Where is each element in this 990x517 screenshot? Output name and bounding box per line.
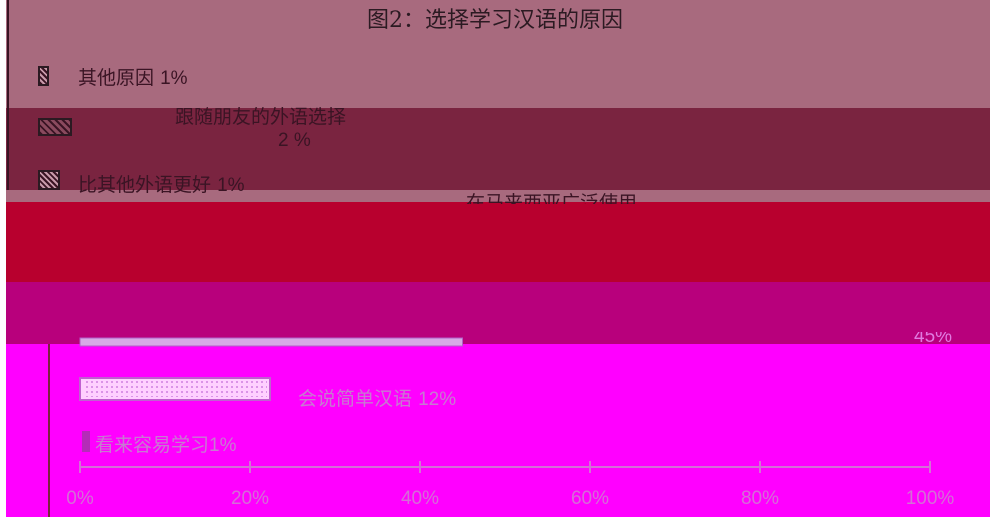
x-tick-0: 0% <box>66 488 94 509</box>
chart-title: 图2：选择学习汉语的原因 <box>367 8 623 33</box>
label-better-value: 1% <box>217 175 245 196</box>
x-tick-80: 80% <box>740 488 780 509</box>
label-simple-value: 12% <box>418 389 457 410</box>
bar-45 <box>79 337 463 347</box>
label-easy-value: 1% <box>209 435 237 456</box>
label-better-text: 比其他外语更好 <box>78 174 212 196</box>
label-friends-value: 2 % <box>278 130 311 151</box>
label-easy: 看来容易学习1% <box>95 430 236 457</box>
band-red <box>6 202 990 282</box>
label-45-value: 45% <box>914 332 953 347</box>
label-other-value: 1% <box>160 68 188 89</box>
bar-easy <box>82 431 90 452</box>
label-friends: 跟随朋友的外语选择 <box>175 102 346 129</box>
left-margin <box>0 0 6 517</box>
band-magenta <box>6 344 990 517</box>
label-simple: 会说简单汉语 12% <box>298 384 456 411</box>
band-mid <box>6 190 990 202</box>
legend-swatch-better <box>38 170 60 190</box>
x-tick-40: 40% <box>400 488 440 509</box>
label-easy-text: 看来容易学习 <box>95 434 210 456</box>
x-tick-60: 60% <box>570 488 610 509</box>
bar-simple-chinese-pattern <box>83 381 267 397</box>
label-widely-used: 在马来西亚广泛使用 <box>466 192 638 204</box>
label-better: 比其他外语更好 1% <box>78 170 245 197</box>
label-other: 其他原因 1% <box>78 63 188 90</box>
band-dark <box>6 108 990 190</box>
x-tick-100: 100% <box>905 488 955 509</box>
x-tick-20: 20% <box>230 488 270 509</box>
legend-swatch-other <box>38 66 49 86</box>
label-friends-text: 跟随朋友的外语选择 <box>175 106 347 128</box>
label-other-text: 其他原因 <box>78 67 155 89</box>
label-simple-text: 会说简单汉语 <box>298 388 413 410</box>
band-purple <box>6 282 990 344</box>
legend-swatch-friends <box>38 118 72 136</box>
band-top <box>6 0 990 108</box>
